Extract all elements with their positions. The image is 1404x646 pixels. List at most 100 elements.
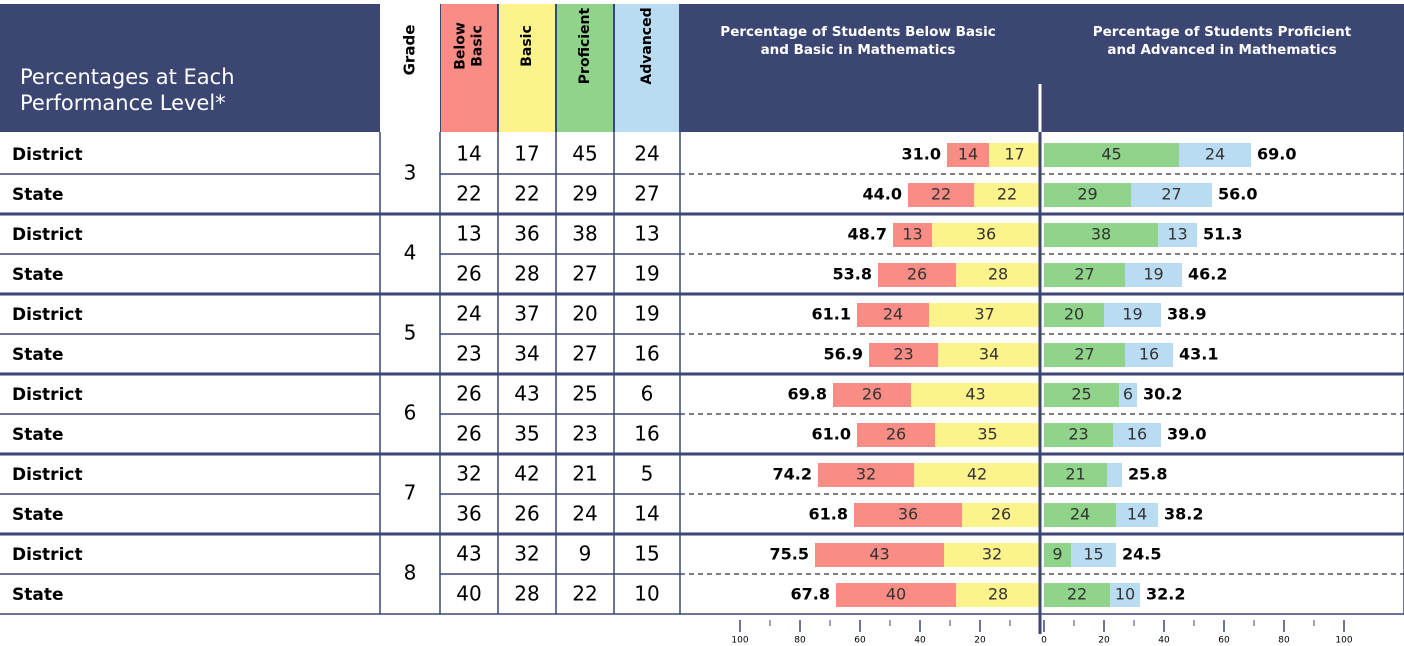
entity-name: District [12, 545, 83, 565]
cell-value: 35 [514, 422, 539, 446]
grade: 4 [404, 241, 417, 265]
bar-label: 13 [1167, 225, 1187, 244]
left-total: 69.8 [788, 385, 827, 404]
proficient-bar [1044, 143, 1179, 167]
bar-label: 36 [976, 225, 996, 244]
left-total: 67.8 [791, 585, 830, 604]
advanced-bar [1116, 503, 1158, 527]
cell-value: 19 [634, 302, 659, 326]
bar-label: 26 [907, 265, 927, 284]
right-total: 56.0 [1218, 185, 1257, 204]
grade: 8 [404, 561, 417, 585]
below-basic-bar [869, 343, 938, 367]
tick-label: 0 [1041, 636, 1047, 646]
tick-label: 40 [1158, 636, 1170, 646]
bar-label: 16 [1139, 345, 1159, 364]
tick-label: 20 [974, 636, 986, 646]
level-header-bg [557, 4, 613, 132]
entity-name: State [12, 185, 64, 205]
proficient-bar [1044, 303, 1104, 327]
bar-label: 40 [886, 585, 906, 604]
bar-label: 19 [1143, 265, 1163, 284]
tick-label: 40 [914, 636, 926, 646]
cell-value: 24 [572, 502, 597, 526]
bar-label: 6 [1123, 385, 1133, 404]
bar-label: 21 [1065, 465, 1085, 484]
cell-value: 45 [572, 142, 597, 166]
entity-name: State [12, 265, 64, 285]
proficient-bar [1044, 183, 1131, 207]
entity-name: District [12, 145, 83, 165]
proficient-bar [1044, 383, 1119, 407]
bar-label: 22 [1067, 585, 1087, 604]
below-basic-bar [947, 143, 989, 167]
cell-value: 42 [514, 462, 539, 486]
proficient-bar [1044, 423, 1113, 447]
right-total: 25.8 [1128, 465, 1167, 484]
left-total: 74.2 [773, 465, 812, 484]
level-header: Basic [519, 25, 535, 67]
bar-label: 26 [886, 425, 906, 444]
below-basic-bar [908, 183, 974, 207]
bar-label: 42 [967, 465, 987, 484]
bar-label: 14 [958, 145, 978, 164]
cell-value: 20 [572, 302, 597, 326]
tick-label: 100 [731, 636, 748, 646]
left-total: 31.0 [902, 145, 941, 164]
right-total: 30.2 [1143, 385, 1182, 404]
entity-name: State [12, 585, 64, 605]
bar-label: 19 [1122, 305, 1142, 324]
level-header-bg [441, 4, 497, 132]
proficient-bar [1044, 263, 1125, 287]
right-total: 24.5 [1122, 545, 1161, 564]
cell-value: 43 [514, 382, 539, 406]
cell-value: 22 [456, 182, 481, 206]
bar-label: 43 [965, 385, 985, 404]
right-total: 46.2 [1188, 265, 1227, 284]
left-chart-title: Percentage of Students Below Basic [720, 24, 995, 40]
tick-label: 80 [794, 636, 806, 646]
cell-value: 43 [456, 542, 481, 566]
left-chart-title: and Basic in Mathematics [761, 42, 956, 58]
below-basic-bar [833, 383, 911, 407]
cell-value: 26 [514, 502, 539, 526]
proficient-bar [1044, 503, 1116, 527]
entity-name: State [12, 505, 64, 525]
cell-value: 22 [514, 182, 539, 206]
right-total: 32.2 [1146, 585, 1185, 604]
below-basic-bar [815, 543, 944, 567]
entity-name: District [12, 385, 83, 405]
bar-label: 27 [1074, 265, 1094, 284]
below-basic-bar [893, 223, 932, 247]
proficient-bar [1044, 463, 1107, 487]
grade-header-bg [380, 4, 440, 132]
cell-value: 13 [456, 222, 481, 246]
right-total: 38.9 [1167, 305, 1206, 324]
bar-label: 35 [977, 425, 997, 444]
grade: 3 [404, 161, 417, 185]
cell-value: 16 [634, 422, 659, 446]
cell-value: 34 [514, 342, 539, 366]
bar-label: 28 [988, 265, 1008, 284]
bar-label: 29 [1077, 185, 1097, 204]
basic-bar [911, 383, 1040, 407]
bar-label: 22 [997, 185, 1017, 204]
basic-bar [938, 343, 1040, 367]
right-total: 39.0 [1167, 425, 1206, 444]
right-total: 69.0 [1257, 145, 1296, 164]
grade: 5 [404, 321, 417, 345]
below-basic-bar [854, 503, 962, 527]
header-title: Performance Level* [20, 91, 226, 115]
bar-label: 43 [869, 545, 889, 564]
basic-bar [932, 223, 1040, 247]
bar-label: 37 [974, 305, 994, 324]
bar-label: 24 [883, 305, 903, 324]
left-total: 61.1 [812, 305, 851, 324]
cell-value: 36 [456, 502, 481, 526]
bar-label: 25 [1071, 385, 1091, 404]
left-total: 53.8 [833, 265, 872, 284]
cell-value: 6 [641, 382, 654, 406]
advanced-bar [1158, 223, 1197, 247]
bar-label: 27 [1074, 345, 1094, 364]
proficient-bar [1044, 543, 1071, 567]
